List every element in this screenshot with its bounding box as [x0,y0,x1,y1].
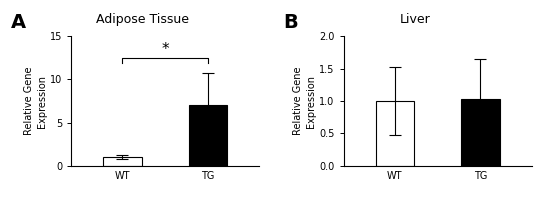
Bar [103,157,142,166]
Y-axis label: Relative Gene
Expression: Relative Gene Expression [24,67,47,135]
Text: Adipose Tissue: Adipose Tissue [96,13,189,26]
Text: B: B [283,13,298,32]
Y-axis label: Relative Gene
Expression: Relative Gene Expression [293,67,317,135]
Bar [461,99,500,166]
Bar [189,105,227,166]
Text: A: A [11,13,26,32]
Text: *: * [161,42,169,57]
Text: Liver: Liver [399,13,430,26]
Bar [376,101,414,166]
